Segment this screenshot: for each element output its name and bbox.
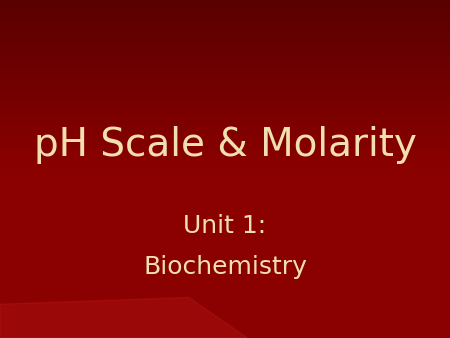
Text: Unit 1:: Unit 1: — [184, 214, 266, 239]
Polygon shape — [0, 297, 248, 338]
Text: pH Scale & Molarity: pH Scale & Molarity — [34, 126, 416, 164]
Text: Biochemistry: Biochemistry — [143, 255, 307, 279]
